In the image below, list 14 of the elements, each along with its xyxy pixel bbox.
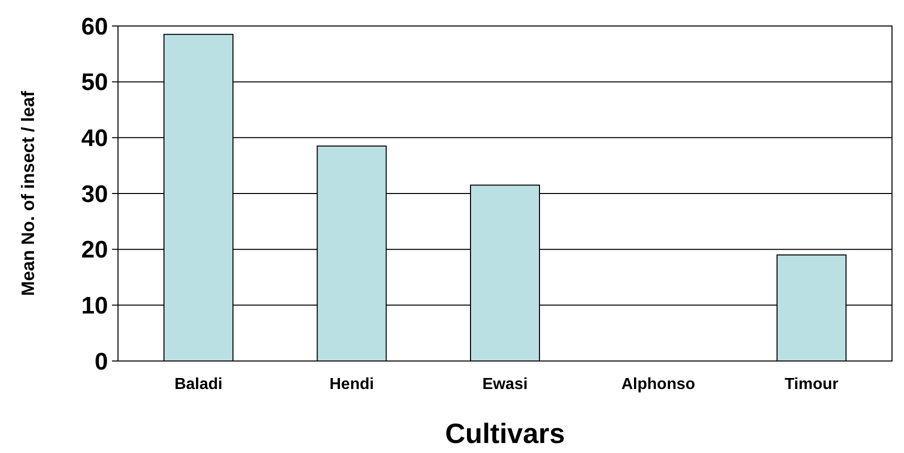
x-tick-label: Ewasi [482, 376, 528, 393]
y-tick-label: 50 [81, 69, 108, 96]
y-tick-label: 20 [81, 236, 108, 264]
y-tick-label: 60 [81, 13, 108, 40]
x-tick-label: Baladi [174, 376, 222, 393]
x-tick-label: Timour [784, 376, 839, 393]
y-tick-label: 0 [94, 348, 108, 376]
y-tick-label: 30 [81, 180, 108, 208]
x-axis-title: Cultivars [445, 418, 565, 449]
x-tick-label: Alphonso [621, 376, 696, 393]
y-tick-label: 10 [81, 292, 108, 320]
y-axis-title: Mean No. of insect / leaf [18, 90, 38, 296]
x-tick-label: Hendi [330, 376, 374, 393]
y-tick-label: 40 [81, 125, 108, 152]
